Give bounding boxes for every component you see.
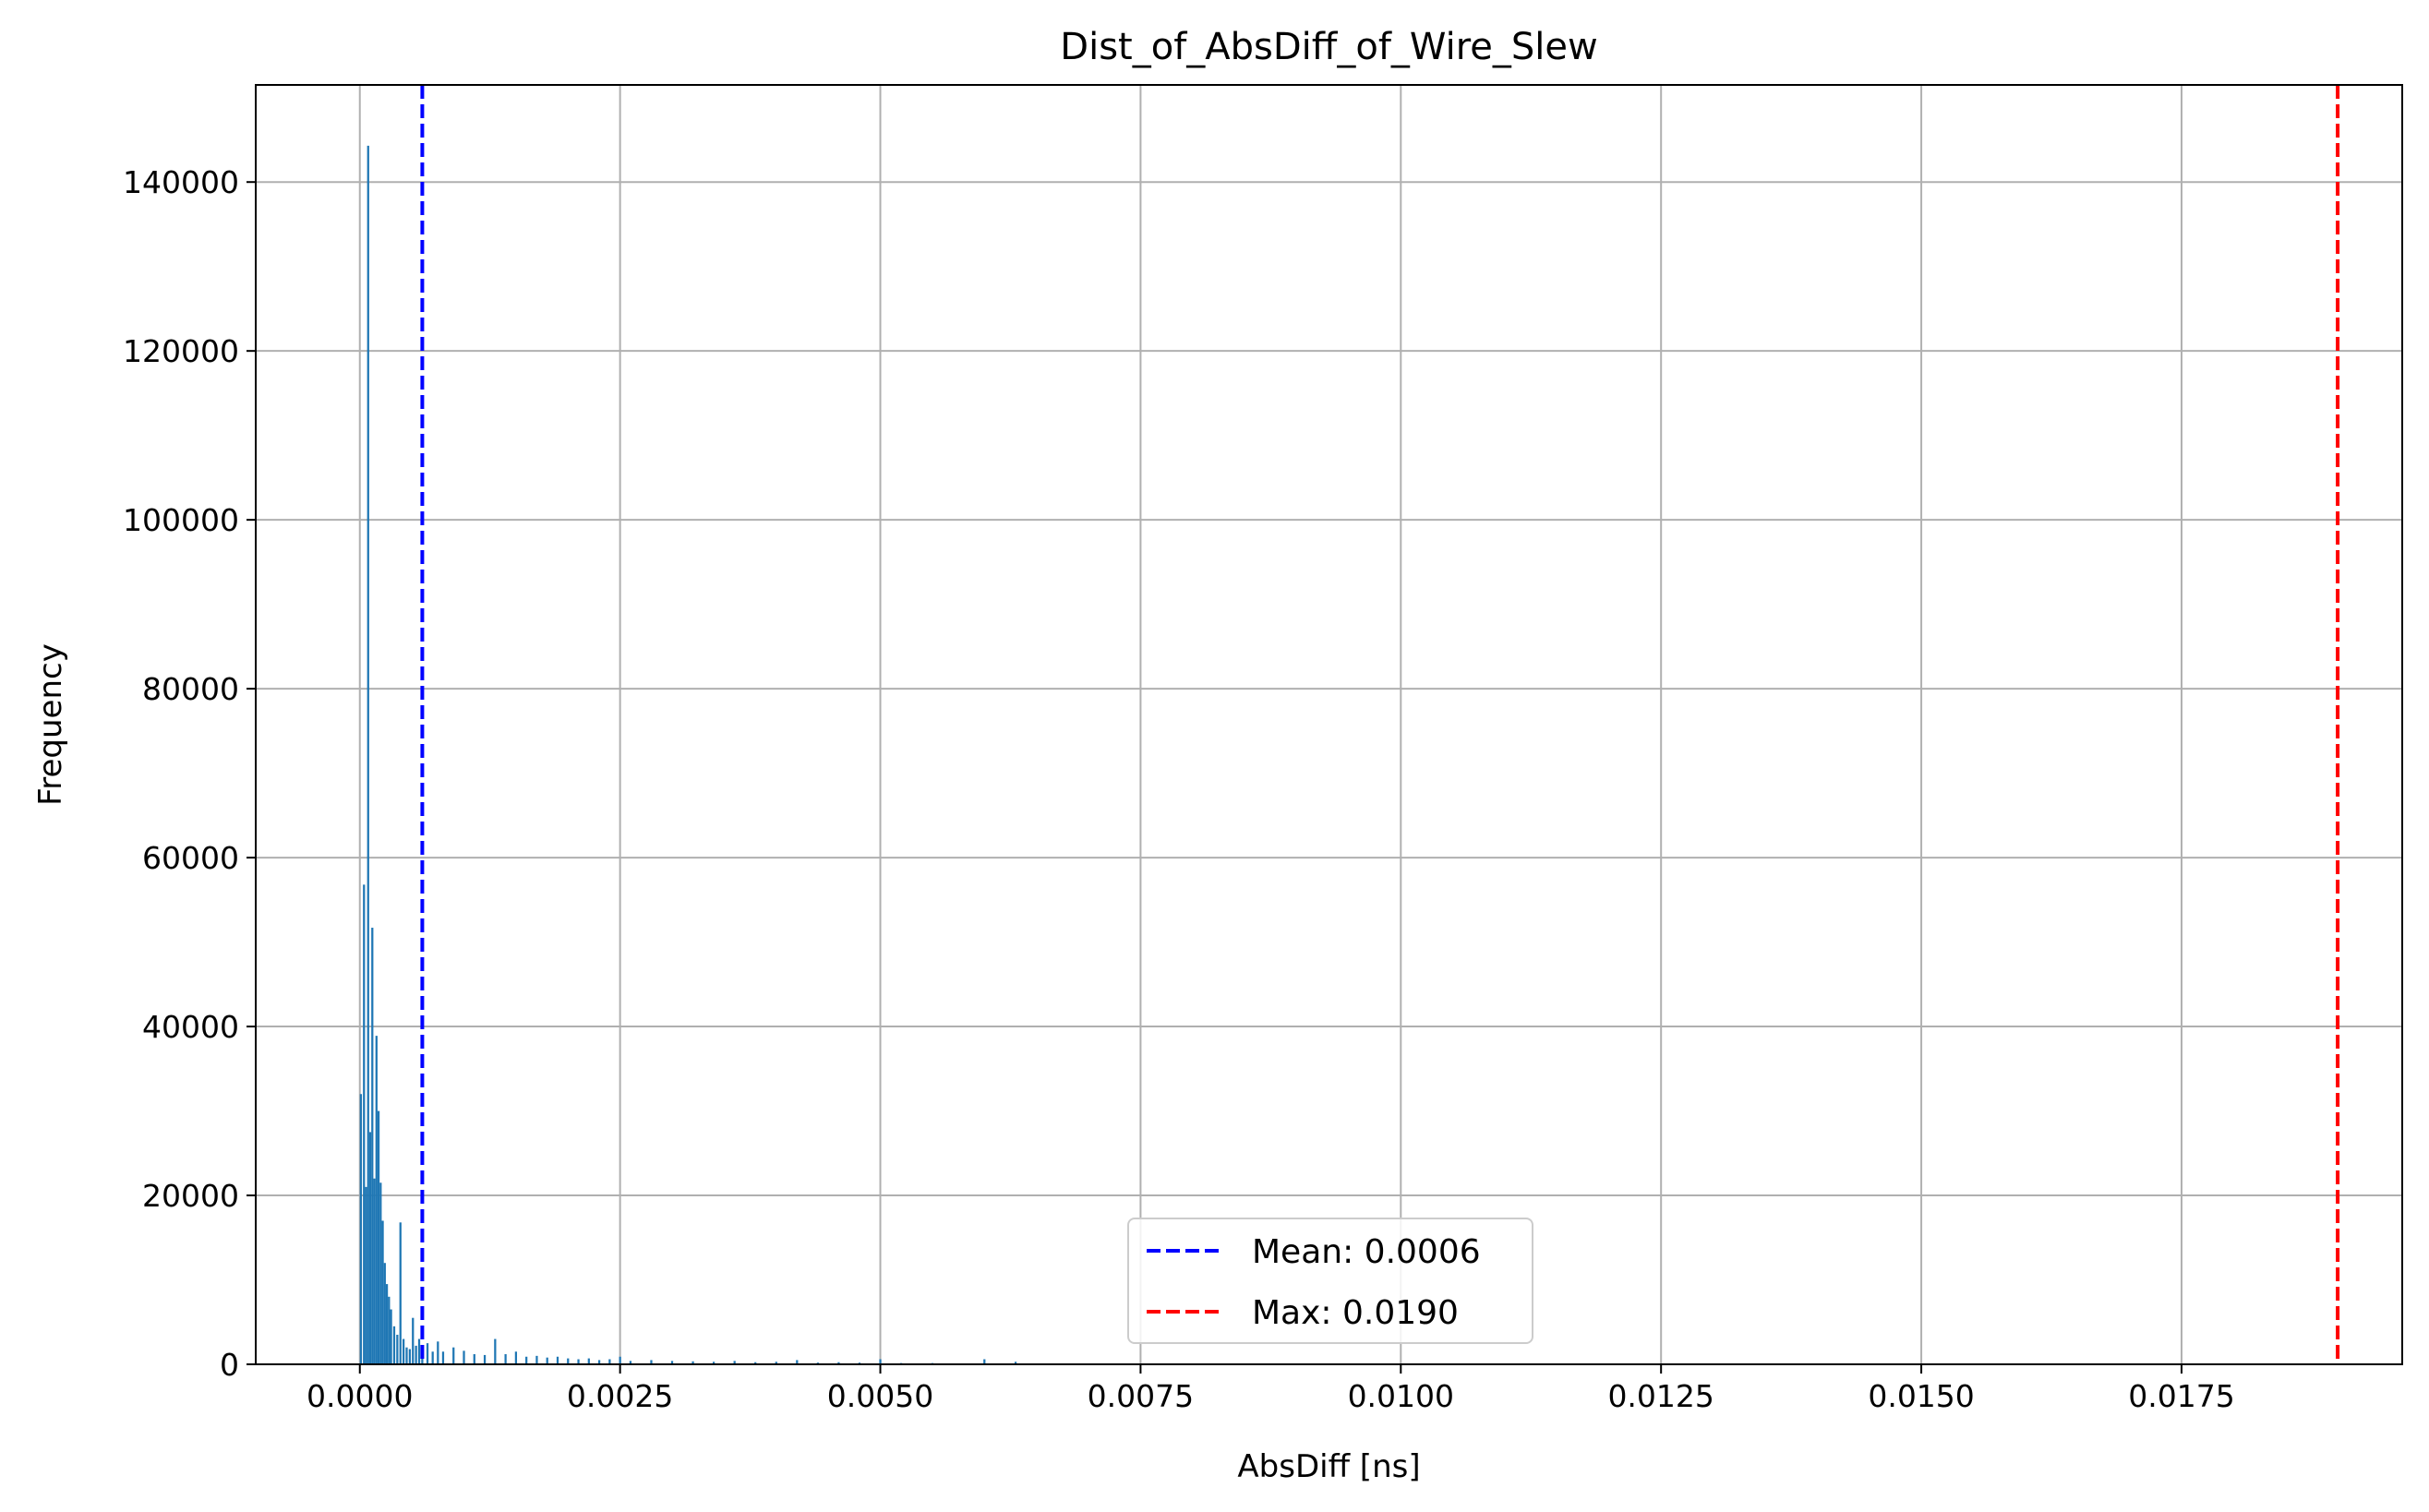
histogram-bar bbox=[452, 1347, 455, 1364]
histogram-bar bbox=[983, 1359, 986, 1364]
y-tick-label: 80000 bbox=[142, 671, 239, 707]
histogram-bar bbox=[402, 1338, 405, 1364]
x-tick-label: 0.0075 bbox=[1088, 1378, 1194, 1414]
legend-label: Max: 0.0190 bbox=[1252, 1294, 1459, 1332]
histogram-bar bbox=[494, 1338, 497, 1364]
histogram-bar bbox=[587, 1358, 590, 1364]
histogram-bar bbox=[733, 1361, 736, 1364]
y-tick-label: 60000 bbox=[142, 840, 239, 876]
x-tick-label: 0.0000 bbox=[307, 1378, 413, 1414]
histogram-bar bbox=[463, 1350, 465, 1364]
histogram-bar bbox=[415, 1345, 417, 1364]
histogram-bar bbox=[556, 1356, 559, 1364]
histogram-bar bbox=[1014, 1362, 1017, 1364]
histogram-bar bbox=[379, 1182, 382, 1364]
plot-area-frame bbox=[255, 84, 2403, 1365]
histogram-bar bbox=[837, 1362, 840, 1364]
chart-title: Dist_of_AbsDiff_of_Wire_Slew bbox=[1060, 26, 1597, 68]
histogram-bar bbox=[396, 1334, 399, 1364]
histogram-bar bbox=[670, 1361, 674, 1364]
histogram-bar bbox=[441, 1351, 445, 1364]
histogram-bar bbox=[691, 1361, 694, 1364]
histogram-bar bbox=[375, 1036, 378, 1364]
histogram-bar bbox=[412, 1317, 415, 1364]
y-tick-label: 100000 bbox=[123, 502, 239, 538]
histogram-bar bbox=[525, 1356, 528, 1364]
y-tick-label: 40000 bbox=[142, 1009, 239, 1045]
histogram-bar bbox=[399, 1222, 402, 1364]
histogram-bar bbox=[754, 1362, 757, 1364]
histogram-bar bbox=[359, 1094, 363, 1364]
x-tick-label: 0.0025 bbox=[567, 1378, 673, 1414]
histogram-bar bbox=[535, 1355, 538, 1364]
histogram-bar bbox=[597, 1360, 601, 1364]
histogram-bar bbox=[712, 1362, 715, 1364]
histogram-bar bbox=[437, 1341, 439, 1364]
x-tick-label: 0.0175 bbox=[2128, 1378, 2234, 1414]
histogram-bar bbox=[408, 1349, 412, 1364]
histogram-bar bbox=[483, 1354, 487, 1364]
histogram-bar bbox=[367, 145, 369, 1365]
histogram-bar bbox=[373, 1178, 376, 1364]
histogram-bar bbox=[650, 1360, 653, 1364]
y-tick-label: 20000 bbox=[142, 1178, 239, 1214]
histogram-bar bbox=[608, 1359, 611, 1364]
histogram-bar bbox=[417, 1338, 421, 1364]
histogram-bar bbox=[368, 1132, 372, 1364]
y-tick-label: 120000 bbox=[123, 333, 239, 369]
histogram-bar bbox=[381, 1220, 384, 1364]
histogram-bar bbox=[514, 1351, 518, 1364]
legend: Mean: 0.0006 Max: 0.0190 bbox=[1127, 1218, 1533, 1344]
reference-lines bbox=[420, 85, 2340, 1364]
histogram-bar bbox=[363, 884, 366, 1364]
y-axis-ticks: 0 20000 40000 60000 80000 100000 120000 140000 bbox=[123, 164, 256, 1383]
histogram-bar bbox=[473, 1354, 475, 1364]
x-tick-label: 0.0100 bbox=[1348, 1378, 1454, 1414]
histogram-bar bbox=[383, 1263, 386, 1364]
x-axis-ticks: 0.0000 0.0025 0.0050 0.0075 0.0100 0.0125 0.01… bbox=[307, 1364, 2235, 1414]
histogram-bar bbox=[388, 1296, 391, 1364]
histogram-bar bbox=[546, 1357, 548, 1364]
legend-box bbox=[1127, 1218, 1533, 1344]
histogram-bar bbox=[619, 1356, 621, 1364]
legend-label: Mean: 0.0006 bbox=[1252, 1233, 1481, 1271]
x-tick-label: 0.0050 bbox=[827, 1378, 933, 1414]
y-tick-label: 140000 bbox=[123, 164, 239, 200]
histogram-bar bbox=[371, 928, 374, 1364]
histogram-bar bbox=[879, 1359, 882, 1364]
histogram-bar bbox=[775, 1362, 777, 1364]
x-tick-label: 0.0150 bbox=[1868, 1378, 1974, 1414]
x-tick-label: 0.0125 bbox=[1607, 1378, 1714, 1414]
histogram-bar bbox=[577, 1359, 580, 1364]
x-axis-label: AbsDiff [ns] bbox=[1237, 1448, 1420, 1485]
histogram-bar bbox=[365, 1186, 367, 1364]
histogram-bar bbox=[796, 1360, 799, 1364]
histogram-bar bbox=[629, 1361, 632, 1364]
histogram-bar bbox=[504, 1354, 507, 1364]
histogram-bar bbox=[390, 1309, 392, 1364]
histogram-bars bbox=[359, 145, 1017, 1365]
histogram-bar bbox=[431, 1351, 434, 1364]
histogram-bar bbox=[392, 1326, 396, 1364]
histogram-bar bbox=[567, 1358, 570, 1364]
histogram-bar bbox=[385, 1284, 389, 1364]
y-tick-label: 0 bbox=[220, 1347, 239, 1383]
y-axis-label: Frequency bbox=[32, 643, 69, 806]
histogram-bar bbox=[405, 1347, 408, 1364]
histogram-bar bbox=[377, 1110, 380, 1364]
histogram-bar bbox=[426, 1343, 429, 1364]
